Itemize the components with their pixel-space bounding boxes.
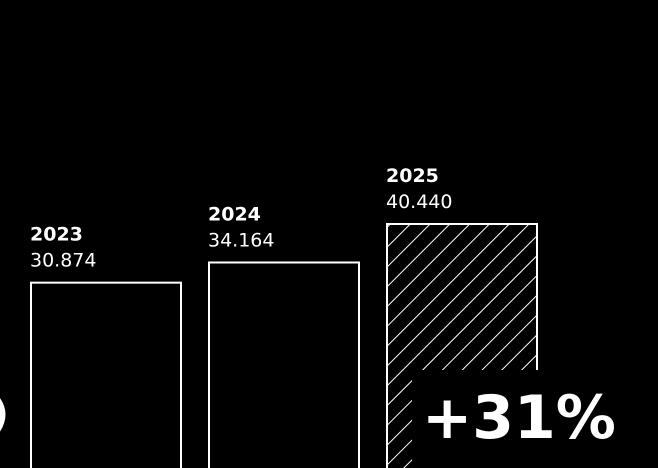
labels-layer: 2023 30.874 2024 34.164 2025 40.440 — [30, 165, 452, 272]
category-label-2023: 2023 — [30, 224, 83, 246]
growth-callout-background — [412, 370, 632, 468]
value-label-2024: 34.164 — [208, 229, 274, 251]
value-label-2023: 30.874 — [30, 250, 96, 272]
partial-edge-glyph-shape — [0, 398, 6, 432]
value-label-2025: 40.440 — [386, 191, 452, 213]
growth-callout: +31% — [412, 370, 632, 468]
growth-label: +31% — [422, 383, 616, 453]
partial-edge-glyph — [0, 398, 6, 432]
bar-2024 — [208, 261, 360, 468]
bar-2023 — [30, 281, 182, 468]
category-label-2025: 2025 — [386, 165, 439, 187]
category-label-2024: 2024 — [208, 203, 261, 225]
